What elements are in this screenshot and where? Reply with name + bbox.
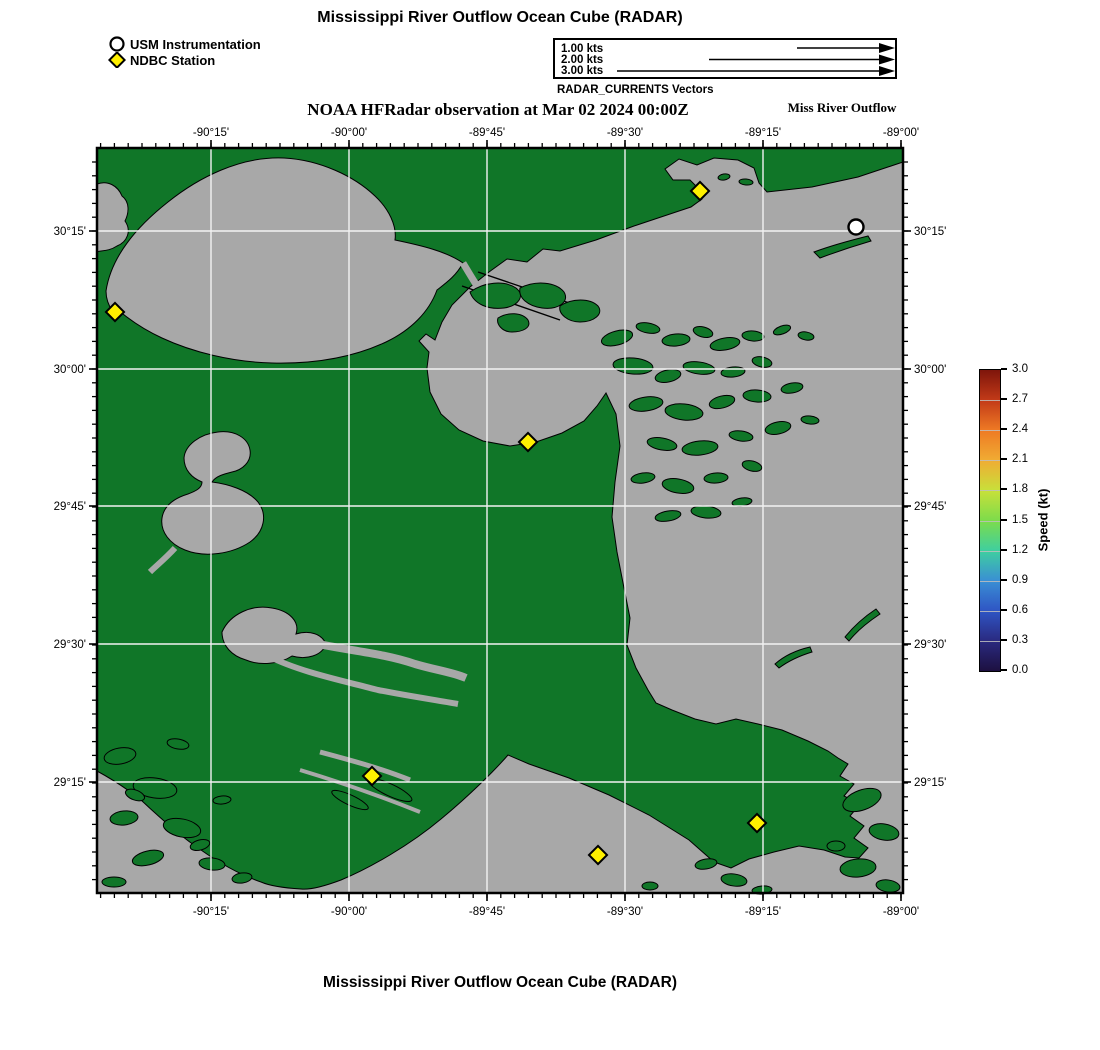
figure-canvas: Mississippi River Outflow Ocean Cube (RA… [0, 0, 1100, 1050]
marsh-island [102, 877, 126, 887]
colorbar-tick [1001, 398, 1007, 400]
lat-label-right: 29°45' [914, 501, 946, 513]
lon-label-bottom: -90°00' [331, 906, 367, 918]
lat-label-right: 30°00' [914, 364, 946, 376]
colorbar-segment-line [980, 490, 1000, 491]
colorbar-tick-label: 0.9 [1012, 574, 1028, 586]
colorbar-segment-line [980, 551, 1000, 552]
colorbar-tick [1001, 579, 1007, 581]
lat-label-left: 30°15' [54, 226, 86, 238]
colorbar-tick-label: 3.0 [1012, 363, 1028, 375]
colorbar-tick-label: 2.1 [1012, 453, 1028, 465]
lat-label-right: 29°30' [914, 639, 946, 651]
marsh-island [827, 841, 845, 851]
lon-label-bottom: -90°15' [193, 906, 229, 918]
colorbar-tick-label: 0.6 [1012, 604, 1028, 616]
colorbar-tick-label: 1.5 [1012, 514, 1028, 526]
lon-label-top: -89°15' [745, 127, 781, 139]
lon-label-top: -89°30' [607, 127, 643, 139]
marsh-island [642, 882, 658, 890]
lon-label-bottom: -89°00' [883, 906, 919, 918]
lon-label-top: -90°00' [331, 127, 367, 139]
colorbar-tick-label: 0.0 [1012, 664, 1028, 676]
colorbar-tick-label: 1.8 [1012, 483, 1028, 495]
colorbar-segment-line [980, 611, 1000, 612]
colorbar-segment-line [980, 430, 1000, 431]
colorbar [979, 369, 1001, 672]
lat-label-left: 30°00' [54, 364, 86, 376]
colorbar-tick [1001, 639, 1007, 641]
map-canvas: -90°15' -90°15' -90°00' -90°00' -89°45' -89°4… [0, 0, 1100, 1050]
colorbar-tick [1001, 609, 1007, 611]
lat-label-left: 29°30' [54, 639, 86, 651]
colorbar-tick [1001, 428, 1007, 430]
colorbar-segment-line [980, 581, 1000, 582]
colorbar-tick-label: 2.4 [1012, 423, 1028, 435]
colorbar-tick [1001, 488, 1007, 490]
map-geography [97, 148, 903, 895]
colorbar-segment-line [980, 460, 1000, 461]
colorbar-tick [1001, 549, 1007, 551]
colorbar-segment-line [980, 641, 1000, 642]
colorbar-tick-label: 2.7 [1012, 393, 1028, 405]
lat-label-right: 30°15' [914, 226, 946, 238]
lon-label-top: -90°15' [193, 127, 229, 139]
lon-label-bottom: -89°45' [469, 906, 505, 918]
colorbar-title: Speed (kt) [1036, 489, 1051, 552]
lat-label-left: 29°15' [54, 777, 86, 789]
lon-label-bottom: -89°30' [607, 906, 643, 918]
colorbar-tick-label: 0.3 [1012, 634, 1028, 646]
lon-label-top: -89°00' [883, 127, 919, 139]
colorbar-tick [1001, 458, 1007, 460]
colorbar-segment-line [980, 521, 1000, 522]
lat-label-right: 29°15' [914, 777, 946, 789]
lon-label-top: -89°45' [469, 127, 505, 139]
colorbar-tick [1001, 368, 1007, 370]
usm-instrument-marker [849, 220, 864, 235]
colorbar-segment-line [980, 400, 1000, 401]
colorbar-tick [1001, 669, 1007, 671]
lon-label-bottom: -89°15' [745, 906, 781, 918]
island-pearl-marsh [498, 314, 529, 332]
colorbar-tick-label: 1.2 [1012, 544, 1028, 556]
lat-label-left: 29°45' [54, 501, 86, 513]
colorbar-tick [1001, 519, 1007, 521]
